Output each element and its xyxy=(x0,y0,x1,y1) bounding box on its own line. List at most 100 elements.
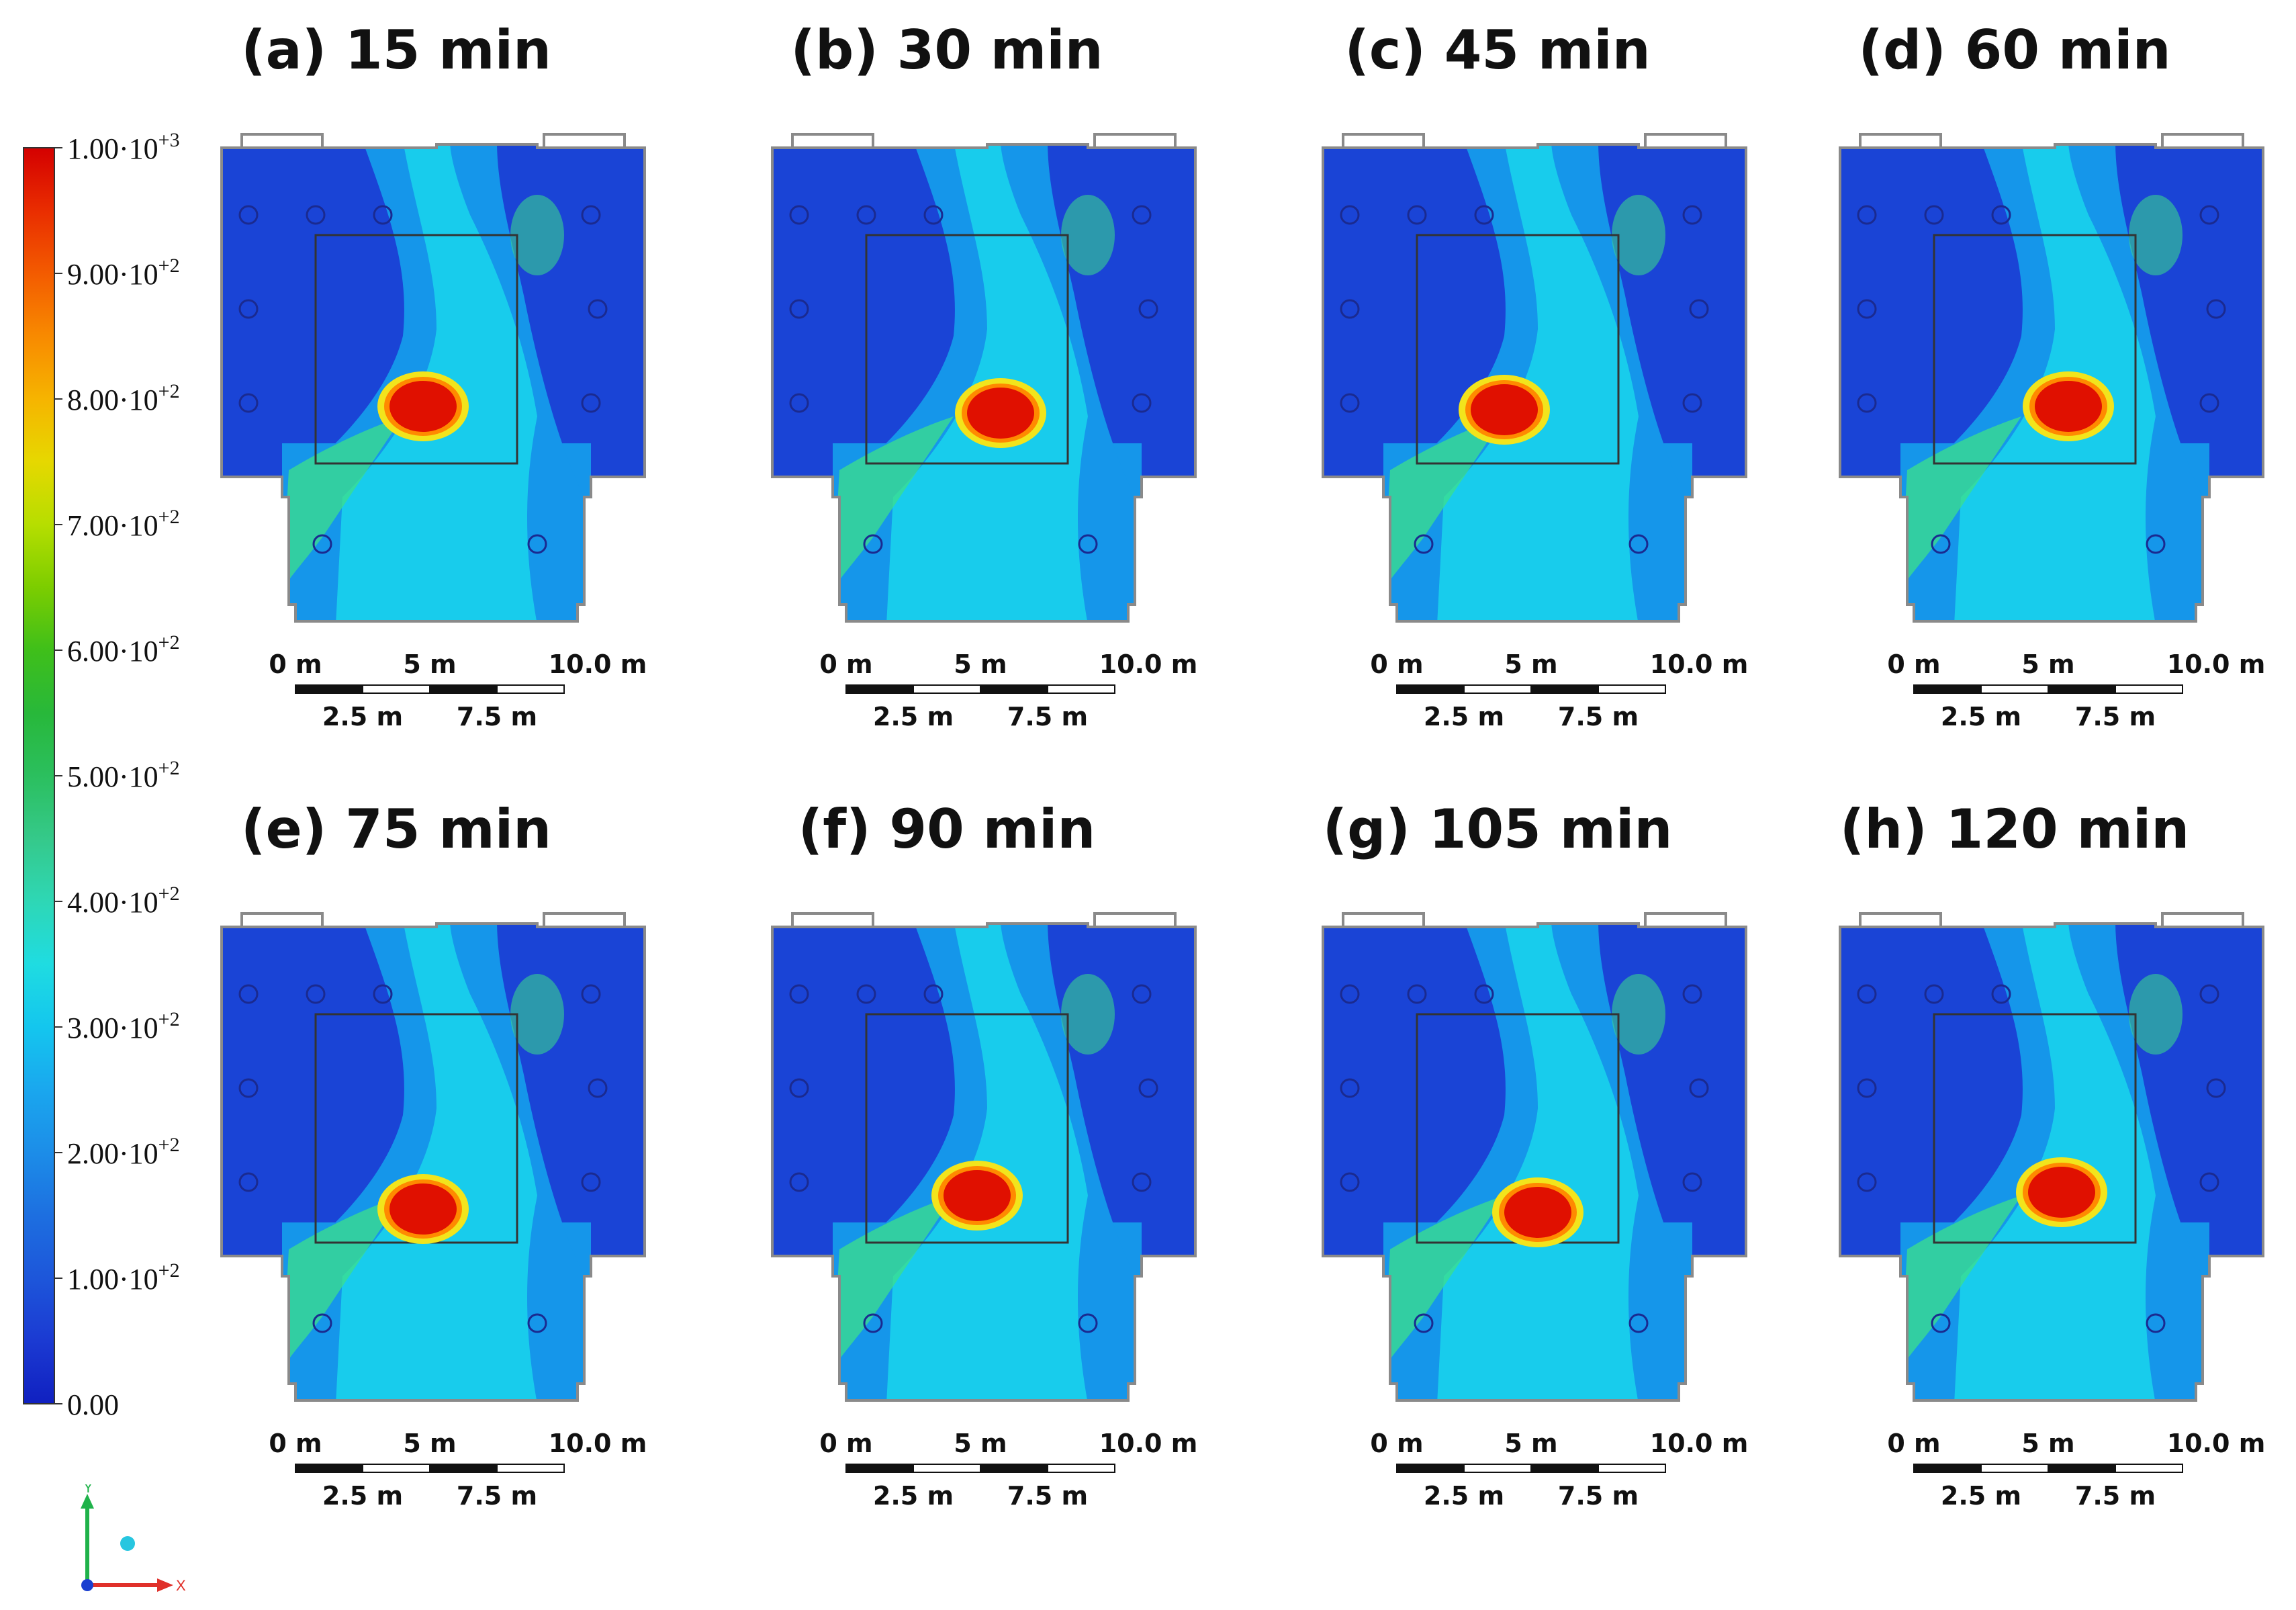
atrium-outline xyxy=(1416,234,1620,465)
contour-field xyxy=(222,924,645,1400)
scale-label-top: 5 m xyxy=(403,650,456,679)
column-marker xyxy=(1682,393,1702,413)
column-marker xyxy=(1414,1313,1434,1333)
scale-bar: 0 m 5 m 10.0 m 2.5 m 7.5 m xyxy=(1887,1429,2265,1511)
scale-label-bottom: 7.5 m xyxy=(1007,1481,1088,1511)
contour-field xyxy=(1840,144,2263,621)
colorbar-gradient xyxy=(23,147,55,1404)
scale-segment xyxy=(845,1464,914,1473)
scale-label-top: 5 m xyxy=(1504,1429,1557,1458)
panel-e: (e) 75 min 0 m 5 m 10.0 m 2.5 m 7.5 m xyxy=(121,793,672,1572)
floor-outline xyxy=(1839,922,2264,1402)
column-marker xyxy=(1340,1078,1360,1098)
floor-outline xyxy=(1322,143,1747,623)
column-marker xyxy=(863,1313,883,1333)
column-marker xyxy=(1078,1313,1098,1333)
scale-segment xyxy=(913,1464,981,1473)
column-marker xyxy=(1857,1078,1877,1098)
scale-label-top: 10.0 m xyxy=(1099,650,1198,679)
contour-map: 0 m 5 m 10.0 m 2.5 m 7.5 m xyxy=(1322,912,1749,1511)
panel-title: (f) 90 min xyxy=(798,798,1096,860)
scale-segment xyxy=(1598,684,1666,694)
scale-label-bottom: 2.5 m xyxy=(1941,702,2021,731)
column-marker xyxy=(527,534,547,554)
column-marker xyxy=(863,534,883,554)
floor-outline xyxy=(771,143,1197,623)
column-marker xyxy=(1340,205,1360,225)
panel-h: (h) 120 min 0 m 5 m 10.0 m 2.5 m 7.5 m xyxy=(1739,793,2290,1572)
scale-label-bottom: 2.5 m xyxy=(322,1481,403,1511)
column-marker xyxy=(1931,1313,1951,1333)
column-marker xyxy=(1628,1313,1649,1333)
column-marker xyxy=(2146,534,2166,554)
column-marker xyxy=(2206,1078,2226,1098)
contour-field xyxy=(1323,924,1746,1400)
panel-b: (b) 30 min 0 m 5 m 10.0 m 2.5 m 7.5 m xyxy=(672,13,1222,793)
scale-label-top: 10.0 m xyxy=(2167,650,2266,679)
scale-bar: 0 m 5 m 10.0 m 2.5 m 7.5 m xyxy=(819,650,1197,731)
column-marker xyxy=(1628,534,1649,554)
column-marker xyxy=(2199,984,2219,1004)
scale-label-top: 10.0 m xyxy=(1099,1429,1198,1458)
scale-label-bottom: 2.5 m xyxy=(1941,1481,2021,1511)
contour-map: 0 m 5 m 10.0 m 2.5 m 7.5 m xyxy=(771,912,1198,1511)
scale-label-bottom: 2.5 m xyxy=(873,702,954,731)
column-marker xyxy=(238,205,259,225)
column-marker xyxy=(306,205,326,225)
atrium-outline xyxy=(865,234,1069,465)
atrium-outline xyxy=(1933,234,2137,465)
column-marker xyxy=(581,984,601,1004)
scale-segment xyxy=(2115,1464,2183,1473)
floor-outline xyxy=(220,922,646,1402)
scale-segment xyxy=(1463,684,1532,694)
column-marker xyxy=(238,1172,259,1192)
scale-label-bottom: 2.5 m xyxy=(322,702,403,731)
scale-segment xyxy=(295,1464,363,1473)
column-marker xyxy=(527,1313,547,1333)
hotspot-core xyxy=(389,381,457,432)
column-marker xyxy=(1991,205,2011,225)
scale-label-top: 0 m xyxy=(269,650,322,679)
scale-segment xyxy=(496,684,565,694)
scale-label-top: 5 m xyxy=(2021,650,2074,679)
contour-map: 0 m 5 m 10.0 m 2.5 m 7.5 m xyxy=(220,912,647,1511)
hotspot-core xyxy=(944,1170,1011,1221)
column-marker xyxy=(1689,1078,1709,1098)
scale-label-top: 10.0 m xyxy=(1650,1429,1749,1458)
scale-label-top: 0 m xyxy=(1370,1429,1423,1458)
column-marker xyxy=(1924,984,1944,1004)
scale-label-top: 10.0 m xyxy=(549,650,647,679)
column-marker xyxy=(789,393,809,413)
scale-label-bottom: 2.5 m xyxy=(873,1481,954,1511)
column-marker xyxy=(1682,1172,1702,1192)
scale-label-top: 5 m xyxy=(954,650,1007,679)
column-marker xyxy=(373,984,393,1004)
panel-title: (b) 30 min xyxy=(790,19,1103,81)
scale-label-bottom: 7.5 m xyxy=(1558,702,1639,731)
contour-field xyxy=(1323,144,1746,621)
column-marker xyxy=(1407,205,1427,225)
scale-label-top: 0 m xyxy=(269,1429,322,1458)
column-marker xyxy=(2206,299,2226,319)
column-marker xyxy=(789,299,809,319)
column-marker xyxy=(1682,984,1702,1004)
scale-label-top: 0 m xyxy=(819,650,872,679)
y-arrowhead-icon xyxy=(81,1494,94,1509)
scale-label-top: 5 m xyxy=(954,1429,1007,1458)
floor-outline xyxy=(220,143,646,623)
panel-title: (d) 60 min xyxy=(1858,19,2171,81)
hotspot-core xyxy=(389,1183,457,1235)
column-marker xyxy=(1689,299,1709,319)
panel-title: (a) 15 min xyxy=(241,19,551,81)
column-marker xyxy=(789,1172,809,1192)
scale-segment xyxy=(1598,1464,1666,1473)
scale-label-bottom: 7.5 m xyxy=(1007,702,1088,731)
scale-label-top: 10.0 m xyxy=(549,1429,647,1458)
column-marker xyxy=(1340,299,1360,319)
scale-segment xyxy=(1047,684,1115,694)
scale-segment xyxy=(845,684,914,694)
hotspot-core xyxy=(1471,384,1538,435)
scale-segment xyxy=(1047,1464,1115,1473)
z-axis-icon xyxy=(120,1536,135,1551)
column-marker xyxy=(588,1078,608,1098)
